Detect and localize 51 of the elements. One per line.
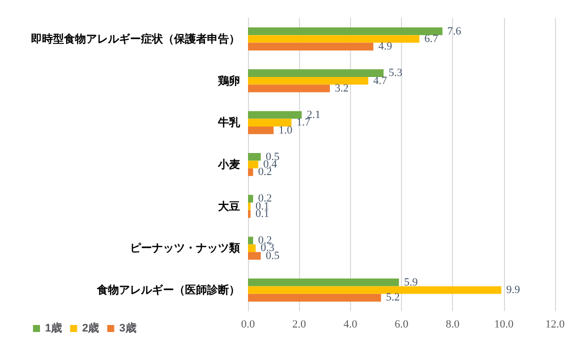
bar (248, 42, 374, 50)
bar (248, 236, 254, 244)
x-tick-label: 4.0 (343, 318, 358, 330)
legend-label: 3歳 (119, 322, 136, 334)
data-label: 5.3 (388, 67, 403, 80)
bar (248, 278, 399, 286)
x-tick-label: 12.0 (545, 318, 566, 330)
bar (248, 160, 258, 168)
data-label: 0.1 (256, 208, 270, 220)
data-label: 4.7 (373, 74, 388, 87)
y-tick-label: 大豆 (218, 200, 240, 213)
bar (248, 84, 330, 92)
x-tick-label: 8.0 (446, 318, 460, 330)
bar (248, 194, 254, 203)
bar (248, 294, 382, 302)
data-label: 5.9 (404, 276, 418, 288)
x-tick-label: 0.0 (241, 318, 256, 330)
legend-label: 2歳 (82, 322, 100, 334)
bar (248, 111, 302, 119)
bar (248, 76, 368, 85)
y-tick-label: 牛乳 (217, 116, 241, 130)
bar (248, 252, 261, 260)
data-label: 1.7 (296, 116, 311, 129)
x-tick-label: 10.0 (494, 318, 514, 330)
x-tick-label: 2.0 (292, 318, 307, 330)
data-label: 4.9 (378, 40, 393, 53)
y-tick-label: 食物アレルギー（医師診断） (96, 284, 240, 297)
legend-label: 1歳 (45, 322, 62, 334)
data-label: 6.7 (424, 32, 439, 45)
bar (248, 35, 420, 43)
bar (248, 118, 292, 126)
data-label: 7.6 (447, 25, 462, 38)
data-label: 1.0 (278, 124, 293, 136)
bar (248, 168, 254, 176)
data-label: 3.2 (334, 82, 349, 94)
y-tick-label: ピーナッツ・ナッツ類 (130, 242, 240, 255)
data-label: 9.9 (506, 284, 521, 296)
y-tick-label: 即時型食物アレルギー症状（保護者申告） (31, 32, 240, 46)
bar (248, 126, 274, 134)
bar (248, 210, 251, 218)
bar (248, 69, 384, 77)
bar (248, 27, 442, 36)
y-tick-label: 鶏卵 (217, 74, 240, 88)
x-tick-label: 6.0 (394, 318, 409, 330)
bar (248, 152, 261, 161)
data-label: 5.2 (386, 292, 400, 304)
bar (248, 244, 256, 252)
bar (248, 286, 502, 294)
y-tick-label: 小麦 (217, 158, 240, 171)
data-label: 0.2 (258, 166, 272, 178)
bar (248, 202, 251, 210)
